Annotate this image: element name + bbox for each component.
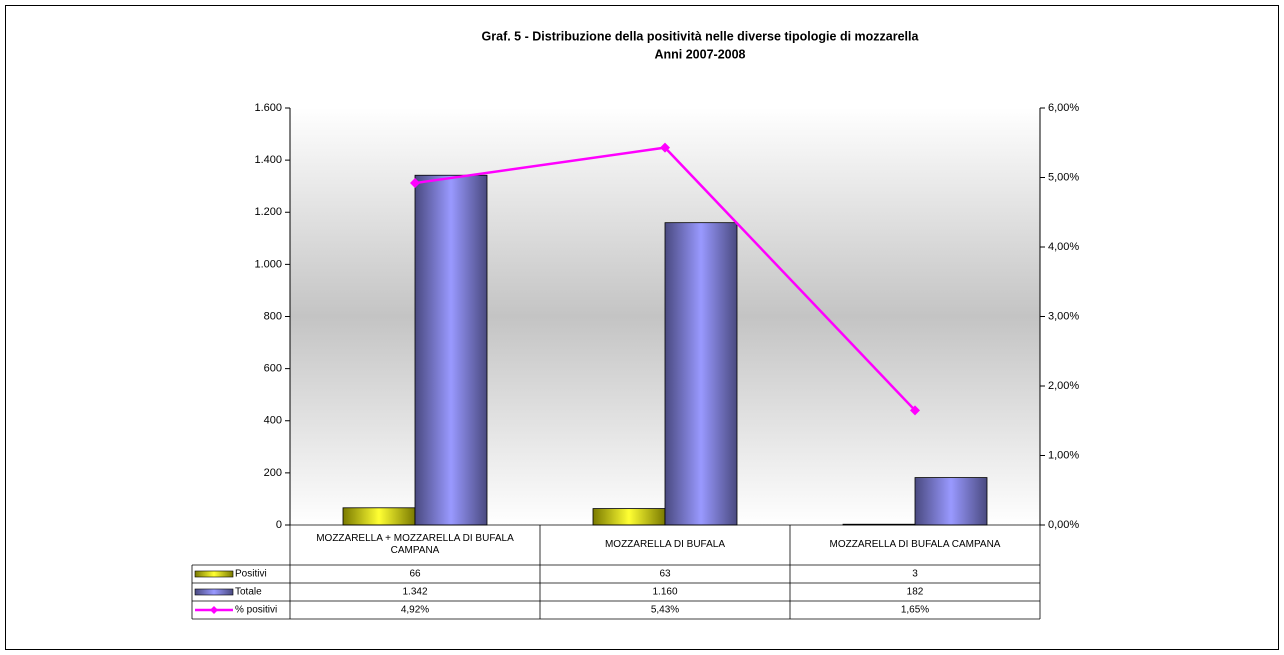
x-tick-label: MOZZARELLA DI BUFALA — [604, 539, 726, 550]
bar — [664, 222, 738, 526]
y2-tick-label: 5,00% — [1048, 171, 1079, 183]
y-tick-label: 1.200 — [254, 206, 282, 218]
x-tick-label: MOZZARELLA + MOZZARELLA DI BUFALA CAMPAN… — [316, 533, 514, 556]
bar — [592, 508, 666, 526]
legend-label: Totale — [235, 587, 262, 598]
table-value: 1.342 — [402, 587, 427, 598]
table-value: 66 — [409, 569, 421, 580]
bar — [342, 507, 416, 526]
y2-tick-label: 4,00% — [1048, 241, 1079, 253]
y-tick-label: 1.000 — [254, 258, 282, 270]
legend-key — [194, 588, 234, 596]
category-cell: MOZZARELLA DI BUFALA CAMPANA — [829, 539, 1001, 550]
y2-tick-label: 2,00% — [1048, 380, 1079, 392]
line-marker — [410, 178, 420, 189]
line-marker — [910, 405, 920, 416]
x-tick-label: MOZZARELLA DI BUFALA CAMPANA — [829, 539, 1001, 550]
category-cell: MOZZARELLA + MOZZARELLA DI BUFALA CAMPAN… — [316, 533, 514, 556]
legend-label: % positivi — [235, 605, 277, 616]
bar — [914, 477, 988, 526]
line-marker — [660, 142, 670, 153]
table-value: 3 — [912, 569, 918, 580]
legend-key-marker — [210, 606, 218, 614]
table-value: 1,65% — [901, 605, 929, 616]
y-tick-label: 1.400 — [254, 154, 282, 166]
bar — [414, 174, 488, 526]
y-tick-label: 400 — [264, 415, 282, 427]
legend-label: Positivi — [235, 569, 267, 580]
table-value: 5,43% — [651, 605, 679, 616]
y2-tick-label: 6,00% — [1048, 102, 1079, 114]
chart-title: Graf. 5 - Distribuzione della positività… — [482, 29, 920, 43]
y2-tick-label: 1,00% — [1048, 449, 1079, 461]
table-value: 63 — [659, 569, 671, 580]
y-tick-label: 0 — [276, 519, 282, 531]
y-tick-label: 200 — [264, 467, 282, 479]
y2-tick-label: 0,00% — [1048, 519, 1079, 531]
legend-key — [194, 570, 234, 578]
table-value: 4,92% — [401, 605, 429, 616]
table-value: 182 — [907, 587, 924, 598]
y-tick-label: 800 — [264, 310, 282, 322]
chart-subtitle: Anni 2007-2008 — [654, 47, 745, 61]
table-value: 1.160 — [652, 587, 677, 598]
category-cell: MOZZARELLA DI BUFALA — [604, 539, 726, 550]
y-tick-label: 1.600 — [254, 102, 282, 114]
y-tick-label: 600 — [264, 363, 282, 375]
y2-tick-label: 3,00% — [1048, 310, 1079, 322]
